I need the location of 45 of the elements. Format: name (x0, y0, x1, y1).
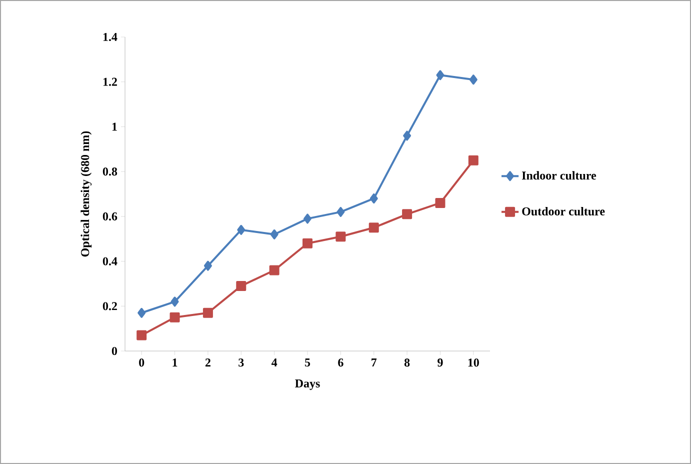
point (236, 280, 246, 291)
x-tick-label: 7 (372, 358, 377, 366)
y-tick-label: 1.2 (103, 78, 117, 86)
point (138, 308, 146, 318)
x-tick-label: 2 (205, 358, 210, 366)
y-tick-label: 1 (112, 122, 117, 131)
point (204, 260, 212, 271)
x-tick-label: 10 (468, 358, 479, 367)
point (336, 206, 345, 217)
point (270, 229, 278, 240)
x-axis-title: Days (295, 379, 320, 390)
point (304, 214, 312, 224)
y-tick-label: 0.8 (102, 167, 118, 176)
x-tick-label: 3 (238, 358, 244, 367)
point (436, 70, 444, 80)
point (336, 232, 346, 242)
point (435, 198, 446, 208)
point (202, 308, 213, 318)
legend-label: Outdoor culture (522, 207, 605, 216)
point (402, 209, 412, 220)
point (302, 238, 313, 248)
point (403, 130, 412, 141)
x-tick-label: 1 (172, 358, 178, 366)
point (370, 193, 378, 204)
y-tick-label: 0.2 (102, 302, 117, 310)
x-tick-label: 9 (438, 358, 443, 367)
y-tick-label: 1.4 (103, 32, 118, 42)
point (237, 224, 246, 235)
y-tick-label: 0.4 (102, 257, 118, 266)
legend-label: Indoor culture (522, 171, 596, 180)
x-tick-label: 0 (139, 358, 144, 367)
point (170, 296, 179, 307)
point (368, 222, 379, 233)
x-tick-label: 4 (271, 358, 278, 366)
x-tick-label: 6 (338, 358, 344, 367)
point (170, 312, 180, 322)
point (468, 155, 478, 166)
point (269, 265, 280, 276)
y-tick-label: 0.6 (102, 212, 118, 221)
point (469, 74, 478, 85)
x-tick-label: 8 (404, 358, 410, 367)
y-axis-title: Optical density (680 nm) (80, 131, 92, 257)
point (136, 330, 147, 340)
y-tick-label: 0 (112, 346, 118, 356)
x-tick-label: 5 (304, 358, 310, 366)
